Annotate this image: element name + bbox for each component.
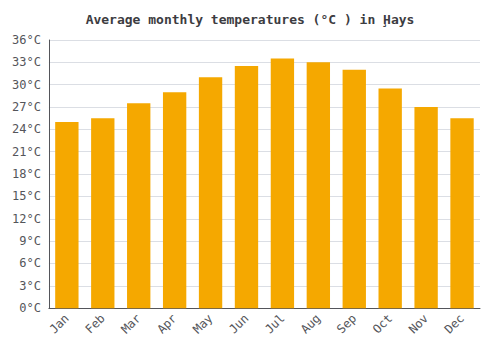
svg-text:21°C: 21°C [12, 145, 41, 159]
svg-text:36°C: 36°C [12, 33, 41, 47]
svg-text:Aug: Aug [298, 311, 323, 336]
svg-text:30°C: 30°C [12, 78, 41, 92]
svg-text:27°C: 27°C [12, 100, 41, 114]
svg-text:Sep: Sep [334, 311, 359, 336]
svg-text:9°C: 9°C [19, 234, 41, 248]
svg-text:Jun: Jun [226, 311, 251, 336]
svg-text:6°C: 6°C [19, 256, 41, 270]
svg-text:May: May [190, 311, 215, 336]
svg-text:Mar: Mar [118, 311, 143, 336]
svg-text:15°C: 15°C [12, 189, 41, 203]
svg-text:Oct: Oct [370, 311, 395, 336]
svg-text:3°C: 3°C [19, 279, 41, 293]
svg-text:0°C: 0°C [19, 301, 41, 315]
svg-text:24°C: 24°C [12, 122, 41, 136]
svg-text:Dec: Dec [442, 311, 467, 336]
svg-text:Jan: Jan [47, 311, 72, 336]
svg-text:Apr: Apr [154, 311, 179, 336]
svg-text:Feb: Feb [83, 311, 108, 336]
svg-text:12°C: 12°C [12, 212, 41, 226]
svg-text:33°C: 33°C [12, 55, 41, 69]
svg-text:Jul: Jul [262, 311, 287, 336]
svg-text:Nov: Nov [406, 311, 431, 336]
svg-text:Average monthly temperatures (: Average monthly temperatures (°C ) in Ḩa… [86, 12, 415, 27]
svg-text:18°C: 18°C [12, 167, 41, 181]
